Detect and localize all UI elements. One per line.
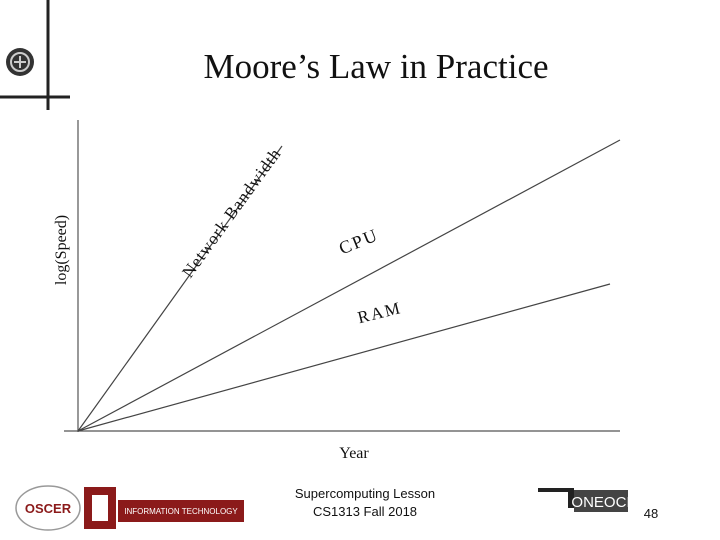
logo-text: ONEOCI [571, 494, 630, 511]
oneoci-logo: ONEOCI [538, 488, 631, 512]
page-number: 48 [644, 506, 658, 521]
oscer-logo: OSCER [15, 485, 81, 531]
logo-text: OSCER [25, 501, 72, 516]
y-axis-label: log(Speed) [53, 215, 70, 285]
x-axis-label: Year [339, 445, 369, 462]
ou-logo [84, 487, 116, 529]
slide-title: Moore’s Law in Practice [203, 47, 548, 86]
it-logo: INFORMATION TECHNOLOGY [118, 500, 244, 522]
ram-line [77, 283, 611, 432]
footer-line: Supercomputing Lesson [295, 486, 435, 501]
network-line [77, 145, 283, 432]
logo-text: INFORMATION TECHNOLOGY [124, 507, 238, 516]
footer-line: CS1313 Fall 2018 [313, 504, 417, 519]
cpu-line [77, 139, 621, 432]
header-logo [6, 48, 34, 76]
